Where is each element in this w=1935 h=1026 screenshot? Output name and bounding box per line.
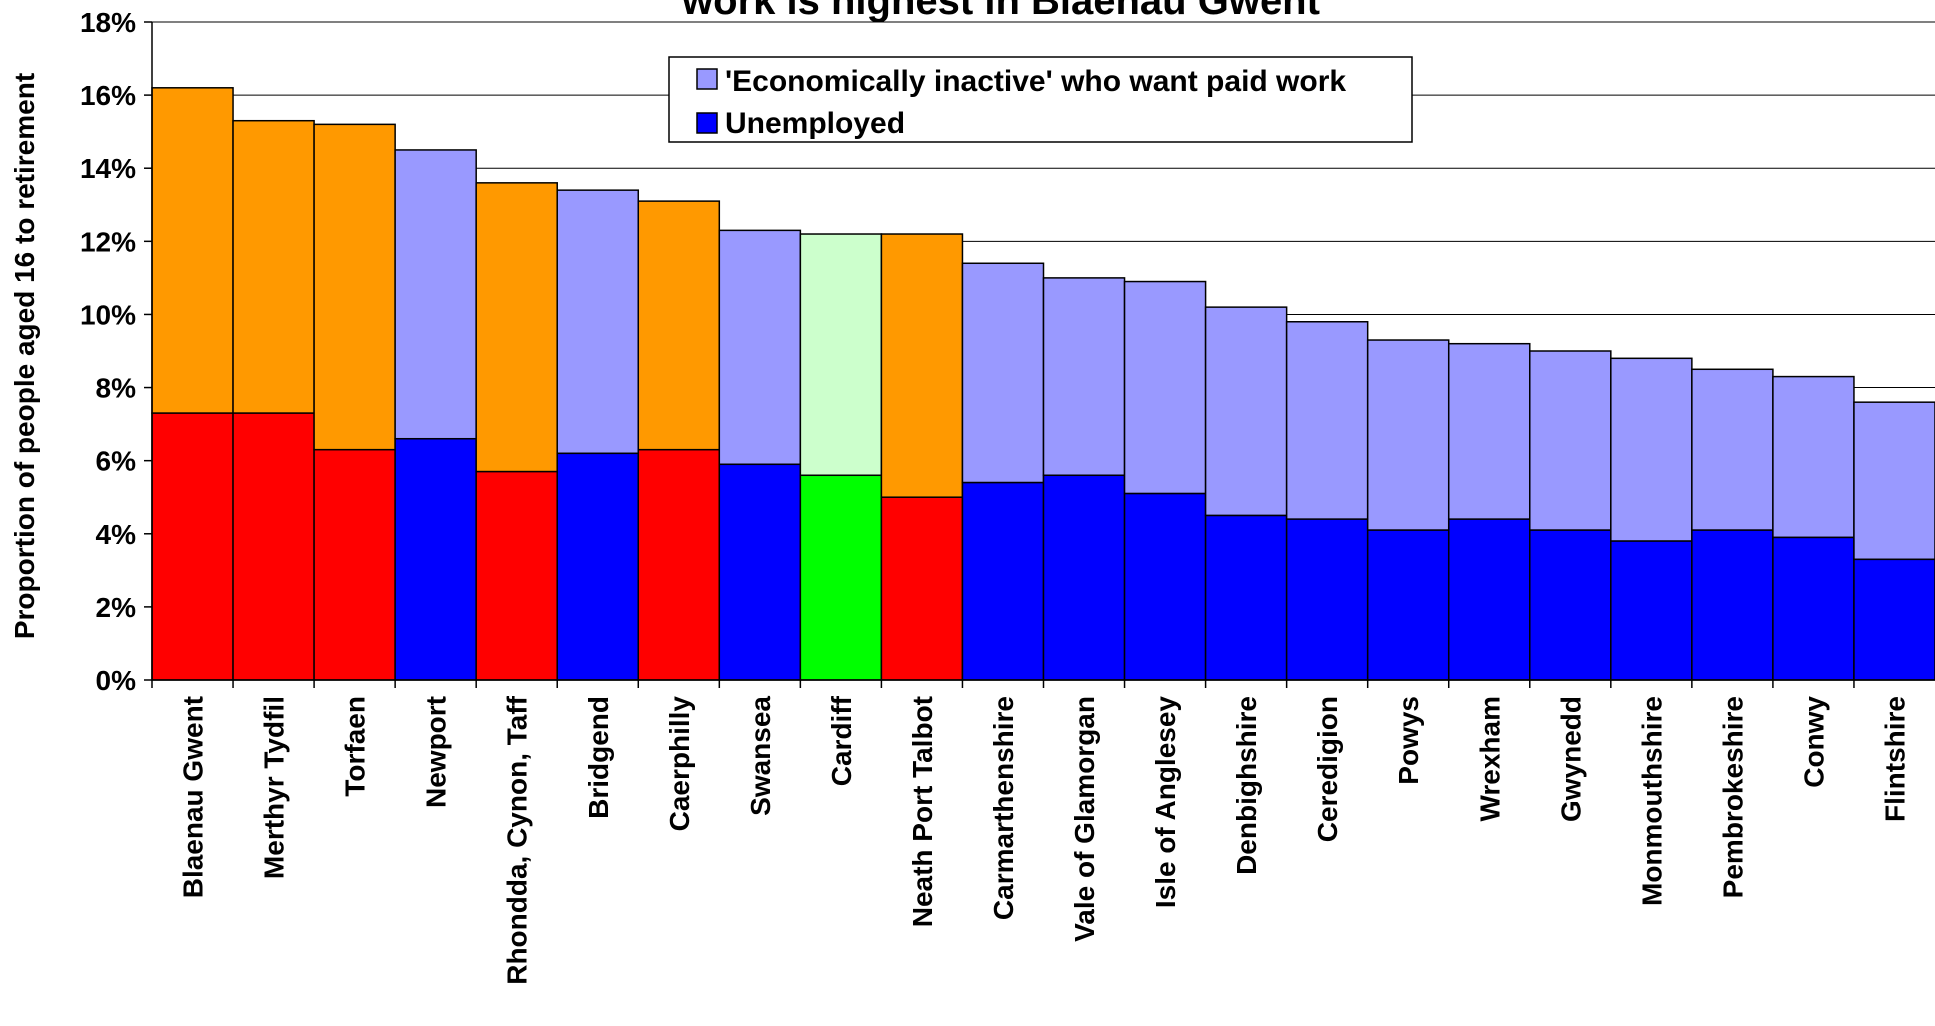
- category-label: Isle of Anglesey: [1150, 696, 1181, 909]
- category-label: Denbighshire: [1231, 696, 1262, 875]
- bar-inactive: [1285, 321, 1369, 520]
- category-label: Caerphilly: [664, 696, 695, 832]
- category-label: Monmouthshire: [1636, 696, 1667, 906]
- bar-inactive: [961, 262, 1045, 484]
- category-label: Pembrokeshire: [1717, 696, 1748, 898]
- bar-unemployed: [232, 412, 315, 681]
- y-tick-label: 6%: [96, 446, 137, 477]
- bar-inactive: [1447, 342, 1531, 520]
- bar-inactive: [151, 87, 234, 414]
- category-label: Vale of Glamorgan: [1069, 696, 1100, 942]
- legend: 'Economically inactive' who want paid wo…: [668, 56, 1413, 143]
- category-labels: Blaenau Gwent Merthyr Tydfil Torfaen Newpor…: [178, 695, 1911, 984]
- category-label: Powys: [1393, 696, 1424, 785]
- bar-inactive: [880, 233, 964, 498]
- bar-unemployed: [880, 496, 964, 681]
- y-tick-labels: 0% 2% 4% 6% 8% 10% 12% 14% 16% 18%: [80, 7, 136, 696]
- axes: [144, 21, 1935, 688]
- category-label: Wrexham: [1474, 696, 1505, 822]
- bar-unemployed: [556, 452, 640, 681]
- y-tick-label: 0%: [96, 665, 137, 696]
- bar-unemployed: [1042, 474, 1126, 681]
- bar-inactive: [637, 200, 721, 451]
- bar-inactive: [1772, 375, 1855, 539]
- bar-inactive: [1042, 277, 1126, 477]
- bar-unemployed: [1285, 518, 1369, 681]
- bar-inactive: [1853, 401, 1935, 561]
- legend-label-unemployed: Unemployed: [725, 107, 905, 140]
- category-label: Swansea: [745, 696, 776, 816]
- bar-inactive: [1204, 306, 1288, 517]
- category-label: Carmarthenshire: [988, 696, 1019, 920]
- category-label: Flintshire: [1879, 696, 1910, 822]
- bar-unemployed: [1123, 492, 1207, 681]
- y-tick-label: 12%: [80, 226, 136, 257]
- y-tick-label: 4%: [96, 519, 137, 550]
- category-label: Torfaen: [340, 696, 371, 797]
- bar-inactive: [1529, 350, 1612, 531]
- y-axis-label: Proportion of people aged 16 to retireme…: [9, 73, 40, 639]
- category-label: Bridgend: [583, 696, 614, 819]
- bar-inactive: [1123, 280, 1207, 495]
- chart-title: work is highest in Blaenau Gwent: [681, 0, 1320, 23]
- bars: [151, 87, 1935, 681]
- bar-unemployed: [1772, 536, 1855, 681]
- y-tick-label: 18%: [80, 7, 136, 38]
- bar-inactive: [394, 149, 477, 440]
- bar-inactive: [1691, 368, 1774, 531]
- category-label: Blaenau Gwent: [178, 696, 209, 898]
- category-label: Neath Port Talbot: [907, 696, 938, 927]
- bar-unemployed: [1529, 529, 1612, 681]
- legend-box: [668, 56, 1413, 143]
- legend-label-inactive: 'Economically inactive' who want paid wo…: [725, 65, 1346, 98]
- category-label: Cardiff: [826, 695, 857, 786]
- legend-swatch-inactive: [696, 68, 718, 90]
- bar-unemployed: [718, 463, 802, 681]
- category-label: Merthyr Tydfil: [259, 696, 290, 879]
- category-label: Conwy: [1798, 696, 1829, 788]
- bar-unemployed: [475, 470, 558, 681]
- bar-inactive: [799, 233, 883, 477]
- bar-inactive: [718, 229, 802, 466]
- bar-inactive: [313, 123, 396, 451]
- legend-swatch-unemployed: [696, 112, 718, 134]
- y-tick-label: 8%: [96, 373, 137, 404]
- bar-unemployed: [799, 474, 883, 681]
- bar-unemployed: [1610, 540, 1693, 681]
- bar-unemployed: [961, 481, 1045, 681]
- bar-inactive: [1610, 357, 1693, 542]
- category-label: Rhondda, Cynon, Taff: [502, 695, 533, 984]
- bar-unemployed: [1204, 514, 1288, 681]
- bar-inactive: [556, 189, 640, 455]
- category-label: Newport: [421, 696, 452, 808]
- y-tick-label: 10%: [80, 299, 136, 330]
- bar-unemployed: [1853, 558, 1935, 681]
- bar-unemployed: [1447, 518, 1531, 681]
- bar-unemployed: [394, 437, 477, 681]
- bar-inactive: [1366, 339, 1450, 531]
- bar-unemployed: [1366, 529, 1450, 681]
- y-tick-label: 2%: [96, 592, 137, 623]
- y-tick-label: 14%: [80, 153, 136, 184]
- category-label: Gwynedd: [1555, 696, 1586, 822]
- bar-unemployed: [151, 412, 234, 681]
- bar-inactive: [475, 182, 558, 473]
- bar-unemployed: [313, 448, 396, 681]
- bar-unemployed: [1691, 529, 1774, 681]
- bar-inactive: [232, 119, 315, 414]
- bar-unemployed: [637, 448, 721, 681]
- y-tick-label: 16%: [80, 80, 136, 111]
- category-label: Ceredigion: [1312, 696, 1343, 842]
